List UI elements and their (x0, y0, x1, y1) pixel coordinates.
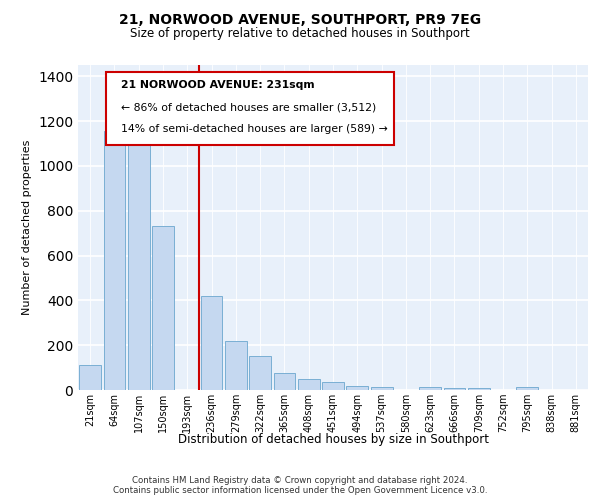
Bar (128, 131, 149, 390)
Text: ← 86% of detached houses are smaller (3,512): ← 86% of detached houses are smaller (3,… (121, 102, 377, 113)
Bar (517, 386, 538, 390)
Text: 21 NORWOOD AVENUE: 231sqm: 21 NORWOOD AVENUE: 231sqm (121, 80, 315, 90)
Bar (322, 382, 344, 390)
Bar (346, 386, 368, 390)
FancyBboxPatch shape (106, 72, 394, 144)
Bar (104, 131, 125, 390)
Text: Distribution of detached houses by size in Southport: Distribution of detached houses by size … (178, 432, 488, 446)
Text: Size of property relative to detached houses in Southport: Size of property relative to detached ho… (130, 28, 470, 40)
Bar (468, 388, 490, 390)
Bar (79, 366, 101, 390)
Bar (225, 340, 247, 390)
Text: 14% of semi-detached houses are larger (589) →: 14% of semi-detached houses are larger (… (121, 124, 388, 134)
Bar (443, 388, 466, 390)
Bar (419, 386, 441, 390)
Bar (371, 386, 392, 390)
Text: 21, NORWOOD AVENUE, SOUTHPORT, PR9 7EG: 21, NORWOOD AVENUE, SOUTHPORT, PR9 7EG (119, 12, 481, 26)
Bar (249, 356, 271, 390)
Bar (274, 373, 295, 390)
Bar (298, 379, 320, 390)
Bar (200, 296, 223, 390)
Bar (152, 226, 174, 390)
Text: Contains HM Land Registry data © Crown copyright and database right 2024.
Contai: Contains HM Land Registry data © Crown c… (113, 476, 487, 495)
Y-axis label: Number of detached properties: Number of detached properties (22, 140, 32, 315)
